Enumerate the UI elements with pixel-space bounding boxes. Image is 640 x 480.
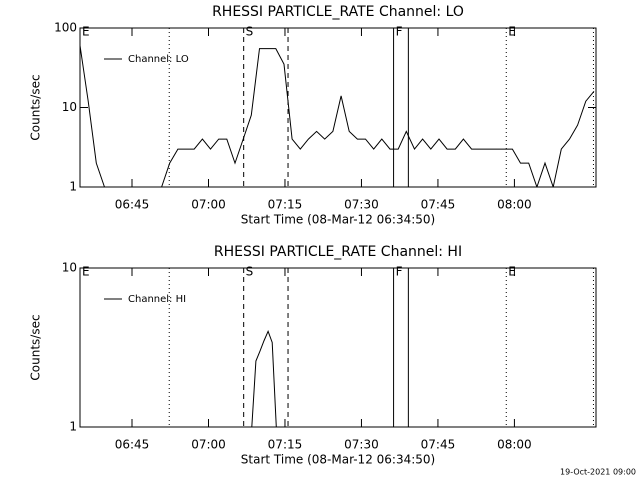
x-tick-label: 08:00 <box>497 198 532 212</box>
y-axis-label: Counts/sec <box>29 74 43 140</box>
x-tick-label: 06:45 <box>115 198 150 212</box>
y-tick-label: 10 <box>62 100 77 114</box>
x-axis-label: Start Time (08-Mar-12 06:34:50) <box>241 213 435 227</box>
chart-title: RHESSI PARTICLE_RATE Channel: LO <box>212 4 464 20</box>
event-label: E <box>82 25 90 39</box>
y-axis-label: Counts/sec <box>29 314 43 380</box>
y-tick-label: 10 <box>62 261 77 275</box>
y-tick-label: 1 <box>69 180 77 194</box>
event-label: F <box>396 25 403 39</box>
plot-frame <box>79 267 597 428</box>
x-tick-label: 07:00 <box>191 198 226 212</box>
chart-title: RHESSI PARTICLE_RATE Channel: HI <box>214 244 462 260</box>
x-tick-label: 07:30 <box>344 198 379 212</box>
x-tick-label: 06:45 <box>115 438 150 452</box>
event-label: F <box>396 265 403 279</box>
event-label: E <box>508 265 516 279</box>
y-tick-label: 1 <box>69 420 77 434</box>
y-tick-label: 100 <box>54 21 77 35</box>
x-tick-label: 07:45 <box>421 198 456 212</box>
x-tick-label: 07:00 <box>191 438 226 452</box>
x-tick-label: 08:00 <box>497 438 532 452</box>
event-label: S <box>246 265 254 279</box>
x-tick-label: 07:15 <box>268 438 303 452</box>
event-label: S <box>246 25 254 39</box>
x-axis-label: Start Time (08-Mar-12 06:34:50) <box>241 453 435 467</box>
data-line <box>251 329 277 427</box>
event-label: E <box>508 25 516 39</box>
x-tick-label: 07:30 <box>344 438 379 452</box>
footer-date: 19-Oct-2021 09:00 <box>560 468 636 477</box>
x-tick-label: 07:15 <box>268 198 303 212</box>
legend-label: Channel: LO <box>128 54 189 65</box>
data-line <box>80 45 595 187</box>
x-tick-label: 07:45 <box>421 438 456 452</box>
legend-label: Channel: HI <box>128 294 186 305</box>
event-label: E <box>82 265 90 279</box>
